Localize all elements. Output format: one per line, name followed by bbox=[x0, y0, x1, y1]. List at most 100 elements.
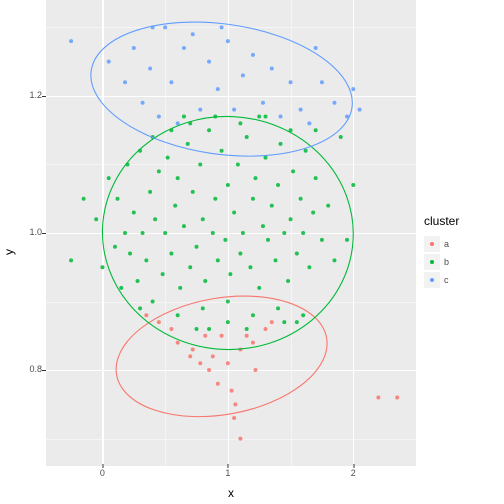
panel-outer: 0 1 2 x bbox=[46, 0, 416, 504]
data-point bbox=[230, 389, 234, 393]
data-point bbox=[157, 169, 161, 173]
data-point bbox=[226, 183, 230, 187]
data-point bbox=[241, 231, 245, 235]
legend-label: b bbox=[444, 257, 449, 267]
data-point bbox=[176, 341, 180, 345]
data-point bbox=[188, 265, 192, 269]
data-point bbox=[138, 306, 142, 310]
data-point bbox=[270, 67, 274, 71]
plot-row: y 0.81.01.2 012 x bbox=[0, 0, 416, 504]
data-point bbox=[279, 115, 283, 119]
data-point bbox=[119, 286, 123, 290]
data-point bbox=[276, 183, 280, 187]
data-point bbox=[211, 354, 215, 358]
legend-label: c bbox=[444, 275, 449, 285]
plot-column: y 0.81.01.2 012 x bbox=[0, 0, 416, 504]
data-point bbox=[232, 108, 236, 112]
data-point bbox=[238, 252, 242, 256]
data-point bbox=[226, 320, 230, 324]
data-point bbox=[233, 402, 237, 406]
data-point bbox=[263, 327, 267, 331]
data-point bbox=[295, 320, 299, 324]
data-point bbox=[123, 80, 127, 84]
legend-item: a bbox=[424, 236, 504, 252]
data-point bbox=[251, 313, 255, 317]
data-point bbox=[100, 265, 104, 269]
data-point bbox=[132, 210, 136, 214]
cluster-ellipse bbox=[97, 110, 360, 356]
legend-key bbox=[424, 236, 440, 252]
data-point bbox=[132, 46, 136, 50]
x-tick: 0 bbox=[100, 468, 105, 478]
data-point bbox=[339, 135, 343, 139]
y-tick: 0.8 bbox=[29, 364, 42, 374]
data-point bbox=[307, 121, 311, 125]
data-point bbox=[276, 306, 280, 310]
data-point bbox=[351, 87, 355, 91]
data-point bbox=[188, 354, 192, 358]
data-point bbox=[220, 334, 224, 338]
data-point bbox=[220, 25, 224, 29]
data-point bbox=[251, 197, 255, 201]
data-point bbox=[107, 60, 111, 64]
data-point bbox=[169, 252, 173, 256]
data-point bbox=[198, 361, 202, 365]
data-point bbox=[251, 341, 255, 345]
data-point bbox=[301, 313, 305, 317]
data-point bbox=[198, 162, 202, 166]
data-point bbox=[291, 169, 295, 173]
legend-item: b bbox=[424, 254, 504, 270]
data-point bbox=[113, 245, 117, 249]
data-point bbox=[203, 334, 207, 338]
data-point bbox=[144, 313, 148, 317]
data-point bbox=[314, 46, 318, 50]
data-point bbox=[226, 39, 230, 43]
legend-key bbox=[424, 272, 440, 288]
data-point bbox=[207, 327, 211, 331]
data-point bbox=[320, 238, 324, 242]
data-point bbox=[320, 80, 324, 84]
data-point bbox=[301, 231, 305, 235]
data-point bbox=[345, 238, 349, 242]
data-point bbox=[241, 73, 245, 77]
data-point bbox=[282, 231, 286, 235]
legend: cluster abc bbox=[416, 0, 504, 504]
data-point bbox=[251, 53, 255, 57]
data-point bbox=[332, 101, 336, 105]
data-point bbox=[257, 286, 261, 290]
data-point bbox=[286, 279, 290, 283]
legend-label: a bbox=[444, 239, 449, 249]
data-point bbox=[314, 128, 318, 132]
data-point bbox=[226, 300, 230, 304]
cluster-ellipse bbox=[106, 280, 336, 432]
x-axis-ticks: 0 1 2 bbox=[46, 466, 416, 486]
data-point bbox=[157, 320, 161, 324]
y-axis-title: y bbox=[2, 249, 16, 255]
data-point bbox=[182, 46, 186, 50]
data-point bbox=[307, 265, 311, 269]
data-point bbox=[274, 258, 278, 262]
data-point bbox=[213, 197, 217, 201]
data-point bbox=[148, 190, 152, 194]
data-point bbox=[261, 224, 265, 228]
data-point bbox=[299, 197, 303, 201]
data-point bbox=[289, 217, 293, 221]
data-point bbox=[289, 80, 293, 84]
data-point bbox=[216, 382, 220, 386]
data-point bbox=[376, 395, 380, 399]
x-tick: 2 bbox=[351, 468, 356, 478]
data-point bbox=[253, 176, 257, 180]
data-point bbox=[141, 101, 145, 105]
x-axis-title: x bbox=[228, 486, 234, 500]
data-point bbox=[332, 258, 336, 262]
cluster-ellipse bbox=[82, 6, 361, 172]
data-point bbox=[261, 101, 265, 105]
data-point bbox=[69, 39, 73, 43]
data-point bbox=[163, 25, 167, 29]
x-tick: 1 bbox=[225, 468, 230, 478]
data-point bbox=[395, 395, 399, 399]
data-point bbox=[263, 115, 267, 119]
data-point bbox=[211, 231, 215, 235]
data-point bbox=[282, 320, 286, 324]
data-point bbox=[232, 416, 236, 420]
